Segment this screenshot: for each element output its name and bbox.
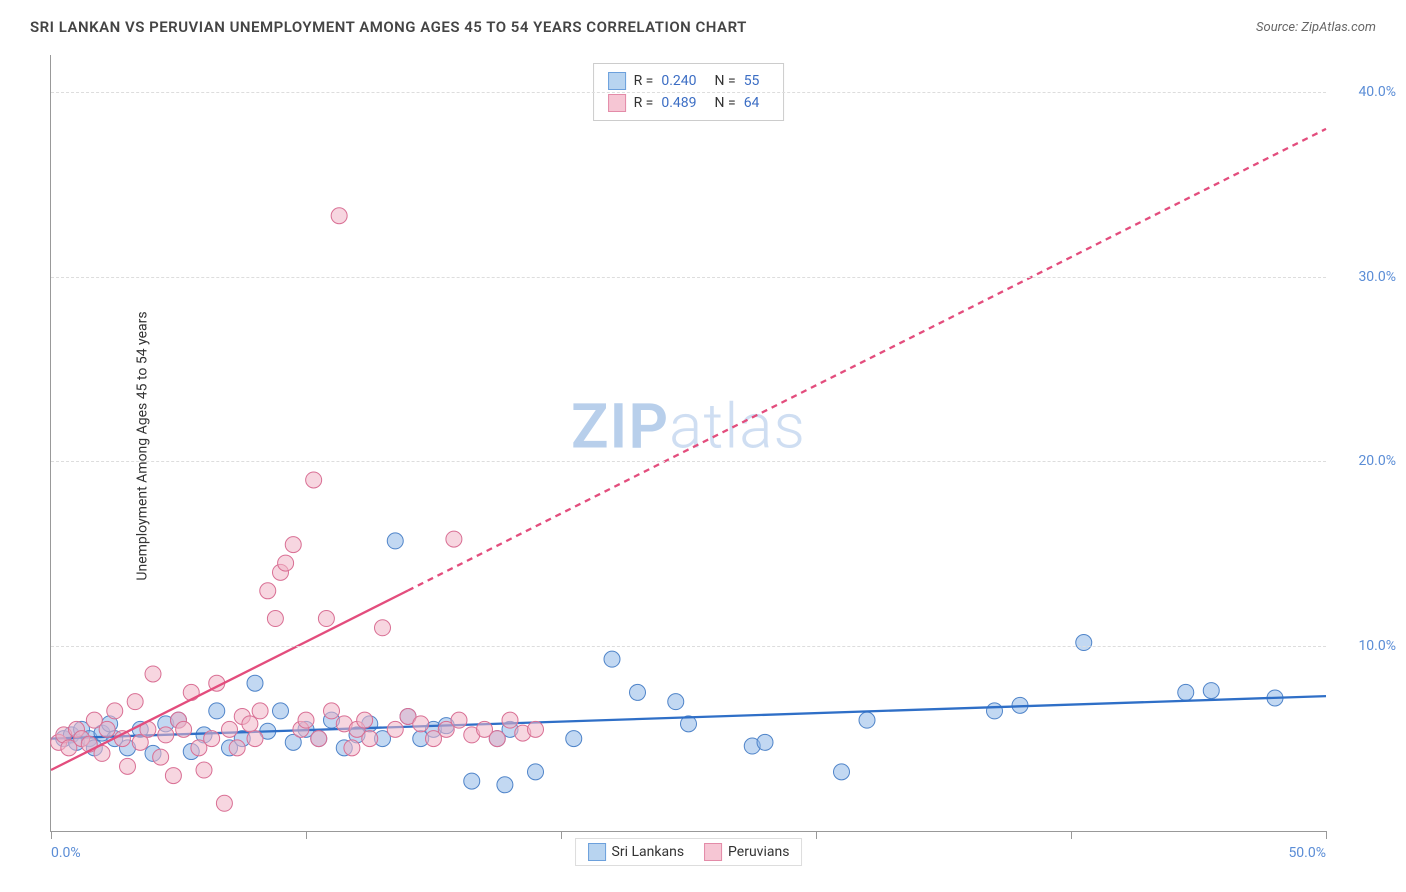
stat-n-value-2: 64: [744, 95, 760, 111]
source-label: Source: ZipAtlas.com: [1256, 20, 1376, 35]
scatter-point: [1076, 635, 1092, 651]
scatter-point: [528, 764, 544, 780]
scatter-point: [247, 731, 263, 747]
chart-title: SRI LANKAN VS PERUVIAN UNEMPLOYMENT AMON…: [30, 18, 747, 36]
x-tick: [306, 831, 307, 839]
scatter-point: [375, 620, 391, 636]
scatter-point: [196, 762, 212, 778]
y-tick-label: 20.0%: [1358, 453, 1396, 469]
legend-swatch-pink: [704, 843, 722, 861]
scatter-point: [331, 208, 347, 224]
scatter-point: [267, 611, 283, 627]
scatter-point: [1203, 683, 1219, 699]
scatter-point: [204, 731, 220, 747]
scatter-point: [158, 727, 174, 743]
x-tick: [561, 831, 562, 839]
stat-r-label: R =: [634, 73, 654, 89]
scatter-point: [229, 740, 245, 756]
scatter-point: [222, 721, 238, 737]
scatter-point: [604, 651, 620, 667]
gridline: [51, 461, 1326, 462]
scatter-point: [413, 716, 429, 732]
stats-row-1: R = 0.240 N = 55: [608, 70, 770, 92]
x-tick-label: 50.0%: [1288, 845, 1326, 861]
legend-label-2: Peruvians: [728, 844, 789, 860]
scatter-point: [107, 703, 123, 719]
legend-swatch-blue: [588, 843, 606, 861]
scatter-point: [446, 531, 462, 547]
scatter-point: [344, 740, 360, 756]
legend-item-1: Sri Lankans: [588, 843, 685, 861]
series-legend: Sri Lankans Peruvians: [575, 838, 803, 866]
scatter-point: [451, 712, 467, 728]
stat-n-label: N =: [715, 95, 736, 111]
stat-n-value-1: 55: [744, 73, 760, 89]
scatter-point: [668, 694, 684, 710]
x-tick: [51, 831, 52, 839]
scatter-point: [387, 721, 403, 737]
scatter-point: [298, 712, 314, 728]
legend-item-2: Peruvians: [704, 843, 789, 861]
scatter-point: [566, 731, 582, 747]
swatch-pink: [608, 94, 626, 112]
scatter-point: [145, 666, 161, 682]
scatter-point: [362, 731, 378, 747]
gridline: [51, 92, 1326, 93]
scatter-point: [834, 764, 850, 780]
stat-r-label: R =: [634, 95, 654, 111]
plot-svg: [51, 55, 1326, 831]
scatter-point: [209, 703, 225, 719]
stats-row-2: R = 0.489 N = 64: [608, 92, 770, 114]
gridline: [51, 277, 1326, 278]
scatter-point: [260, 583, 276, 599]
scatter-point: [306, 472, 322, 488]
legend-label-1: Sri Lankans: [612, 844, 685, 860]
scatter-point: [247, 675, 263, 691]
scatter-point: [497, 777, 513, 793]
scatter-point: [859, 712, 875, 728]
scatter-point: [528, 721, 544, 737]
y-tick-label: 40.0%: [1358, 84, 1396, 100]
scatter-point: [242, 716, 258, 732]
scatter-point: [1178, 684, 1194, 700]
scatter-point: [153, 749, 169, 765]
y-tick-label: 30.0%: [1358, 269, 1396, 285]
scatter-point: [278, 555, 294, 571]
chart-area: ZIPatlas R = 0.240 N = 55 R = 0.489 N = …: [50, 55, 1326, 832]
stat-r-value-2: 0.489: [661, 95, 696, 111]
gridline: [51, 646, 1326, 647]
stat-n-label: N =: [715, 73, 736, 89]
scatter-point: [99, 721, 115, 737]
scatter-point: [176, 721, 192, 737]
scatter-point: [987, 703, 1003, 719]
scatter-point: [502, 712, 518, 728]
scatter-point: [357, 712, 373, 728]
y-tick-label: 10.0%: [1358, 638, 1396, 654]
scatter-point: [183, 684, 199, 700]
scatter-point: [127, 694, 143, 710]
scatter-point: [285, 537, 301, 553]
scatter-point: [387, 533, 403, 549]
scatter-point: [757, 734, 773, 750]
scatter-point: [311, 731, 327, 747]
scatter-point: [318, 611, 334, 627]
scatter-point: [120, 758, 136, 774]
x-tick: [816, 831, 817, 839]
swatch-blue: [608, 72, 626, 90]
scatter-point: [324, 703, 340, 719]
scatter-point: [216, 795, 232, 811]
scatter-point: [252, 703, 268, 719]
trend-line-dashed: [408, 129, 1326, 591]
stat-r-value-1: 0.240: [661, 73, 696, 89]
x-tick: [1326, 831, 1327, 839]
scatter-point: [165, 768, 181, 784]
x-tick-label: 0.0%: [51, 845, 81, 861]
scatter-point: [630, 684, 646, 700]
x-tick: [1071, 831, 1072, 839]
scatter-point: [489, 731, 505, 747]
scatter-point: [464, 773, 480, 789]
scatter-point: [273, 703, 289, 719]
